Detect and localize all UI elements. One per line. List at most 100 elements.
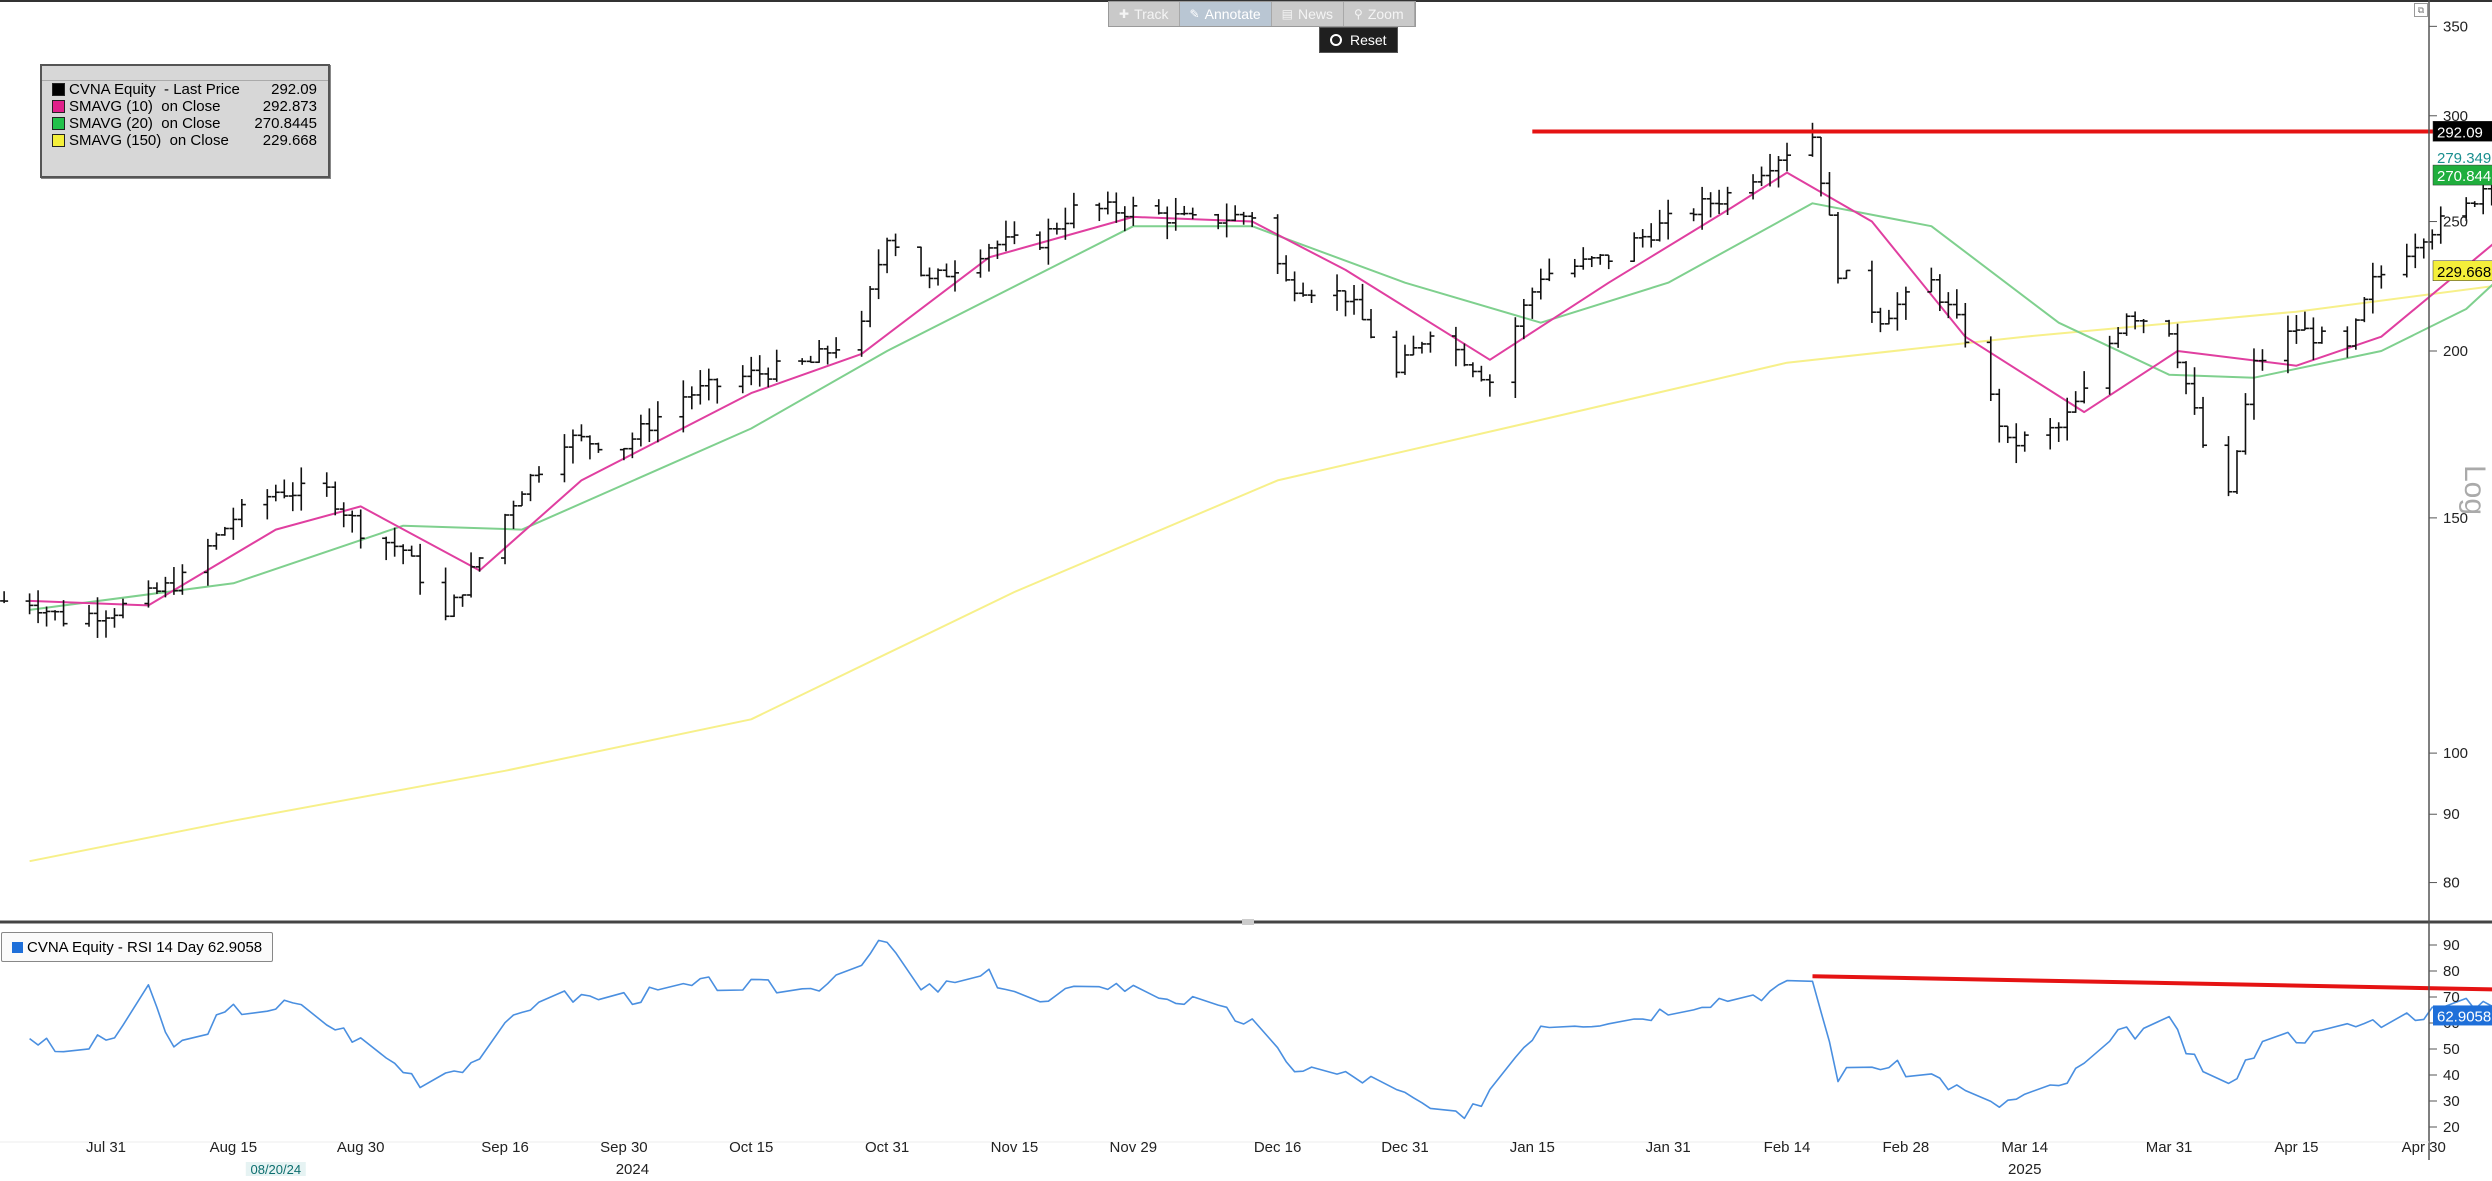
ohlc-bar bbox=[696, 370, 705, 405]
ohlc-bar bbox=[628, 432, 637, 459]
price-tag-bg bbox=[2432, 164, 2492, 186]
ohlc-bar bbox=[169, 567, 178, 595]
ohlc-bar bbox=[2360, 297, 2369, 323]
ohlc-bar bbox=[1961, 302, 1970, 348]
zoom-button[interactable]: ⚲ Zoom bbox=[1344, 2, 1415, 26]
price-legend[interactable]: CVNA Equity - Last Price 292.09 SMAVG (1… bbox=[40, 64, 330, 178]
ohlc-bar bbox=[1333, 274, 1342, 311]
x-axis-label: Aug 15 bbox=[210, 1139, 258, 1156]
ohlc-bar bbox=[1927, 267, 1936, 293]
ohlc-bar bbox=[2131, 311, 2140, 330]
ohlc-bar bbox=[509, 500, 518, 529]
ohlc-bar bbox=[382, 536, 391, 561]
ohlc-bar bbox=[399, 544, 408, 565]
reset-icon bbox=[1330, 34, 1342, 46]
ohlc-bar bbox=[1231, 205, 1240, 222]
ohlc-bar bbox=[874, 249, 883, 300]
ohlc-bar bbox=[1460, 343, 1469, 367]
ohlc-bar bbox=[1536, 268, 1545, 300]
news-label: News bbox=[1298, 6, 1334, 22]
ohlc-bar bbox=[467, 552, 476, 598]
track-button[interactable]: ✚ Track bbox=[1109, 2, 1180, 26]
ohlc-bar bbox=[934, 268, 943, 286]
ohlc-bar bbox=[450, 594, 459, 618]
ohlc-bar bbox=[1154, 199, 1163, 215]
ohlc-bar bbox=[568, 429, 577, 464]
sma10-line bbox=[29, 171, 2492, 607]
ohlc-bar bbox=[390, 527, 399, 557]
legend-drag-handle[interactable] bbox=[42, 66, 328, 81]
ohlc-bar bbox=[1061, 207, 1070, 240]
ohlc-bar bbox=[1307, 289, 1316, 304]
ohlc-bar bbox=[2139, 319, 2148, 334]
ohlc-bar bbox=[2351, 318, 2360, 350]
legend-item-sma10: SMAVG (10) on Close 292.873 bbox=[42, 98, 328, 115]
rsi-value-tag-label: 62.9058 bbox=[2437, 1008, 2491, 1025]
ohlc-bar bbox=[1876, 307, 1885, 333]
ohlc-bar bbox=[645, 408, 654, 443]
ohlc-bar bbox=[1774, 156, 1783, 188]
restore-window-icon[interactable]: ⧉ bbox=[2414, 3, 2428, 17]
ohlc-bar bbox=[110, 608, 119, 628]
ohlc-bar bbox=[1825, 172, 1834, 216]
ohlc-bar bbox=[237, 498, 246, 528]
ohlc-bar bbox=[1986, 336, 1995, 402]
x-axis-label: Feb 14 bbox=[1764, 1139, 1811, 1156]
y-axis-title: Log bbox=[2458, 465, 2491, 515]
ohlc-bar bbox=[951, 260, 959, 292]
ohlc-bar bbox=[2462, 197, 2471, 222]
ohlc-bar bbox=[348, 510, 357, 533]
x-axis-label: Jan 31 bbox=[1646, 1139, 1691, 1156]
x-axis-year-label: 2024 bbox=[616, 1161, 649, 1176]
ohlc-bar bbox=[2283, 315, 2292, 374]
ohlc-bar bbox=[1519, 298, 1528, 340]
ohlc-bar bbox=[1749, 174, 1758, 200]
ohlc-bar bbox=[297, 467, 306, 511]
rsi-axis-label: 30 bbox=[2443, 1093, 2460, 1110]
ohlc-bar bbox=[2224, 436, 2233, 497]
ohlc-bar bbox=[976, 249, 985, 278]
ohlc-bar bbox=[1485, 374, 1494, 397]
ohlc-bar bbox=[2292, 315, 2301, 344]
ohlc-bar bbox=[1001, 220, 1010, 252]
sma150-line bbox=[29, 285, 2492, 863]
ohlc-bar bbox=[1069, 192, 1078, 229]
annotate-button[interactable]: ✎ Annotate bbox=[1179, 2, 1272, 26]
ohlc-bar bbox=[2199, 396, 2208, 448]
ohlc-bar bbox=[1528, 287, 1537, 319]
legend-item-sma150: SMAVG (150) on Close 229.668 bbox=[42, 132, 328, 149]
ohlc-bar bbox=[2249, 348, 2258, 420]
ohlc-bar bbox=[1893, 292, 1902, 331]
ohlc-bar bbox=[25, 593, 34, 615]
ohlc-bar bbox=[1400, 344, 1409, 375]
ohlc-bar bbox=[331, 481, 340, 516]
ohlc-bar bbox=[2012, 423, 2021, 464]
ohlc-bar bbox=[1010, 221, 1019, 245]
x-axis-label: Sep 16 bbox=[481, 1139, 529, 1156]
x-axis-label: Oct 31 bbox=[865, 1139, 909, 1156]
ohlc-bar bbox=[407, 545, 416, 557]
legend-item-value: 292.873 bbox=[262, 98, 317, 115]
ohlc-bar bbox=[1282, 255, 1291, 282]
ohlc-bar bbox=[738, 365, 747, 394]
date-marker-label: 08/20/24 bbox=[250, 1162, 301, 1176]
ohlc-bar bbox=[356, 509, 365, 549]
ohlc-bar bbox=[2470, 201, 2479, 208]
ohlc-bar bbox=[0, 591, 9, 604]
news-button[interactable]: ▤ News bbox=[1272, 2, 1345, 26]
ohlc-bar bbox=[1842, 269, 1851, 280]
ohlc-bar bbox=[798, 358, 807, 365]
zoom-label: Zoom bbox=[1367, 6, 1404, 22]
ohlc-bar bbox=[2020, 431, 2029, 452]
ohlc-bar bbox=[1273, 214, 1282, 274]
price-tag-label: 229.668 bbox=[2437, 264, 2491, 281]
ohlc-bar bbox=[2063, 397, 2072, 441]
ohlc-bar bbox=[1816, 136, 1825, 197]
reset-button[interactable]: Reset bbox=[1319, 27, 1398, 53]
price-tag: 292.09 bbox=[2432, 121, 2492, 142]
ohlc-bar bbox=[1052, 222, 1061, 235]
rsi-legend[interactable]: CVNA Equity - RSI 14 Day 62.9058 bbox=[1, 932, 274, 962]
ohlc-bar bbox=[1783, 142, 1792, 172]
ohlc-bar bbox=[2241, 393, 2250, 455]
